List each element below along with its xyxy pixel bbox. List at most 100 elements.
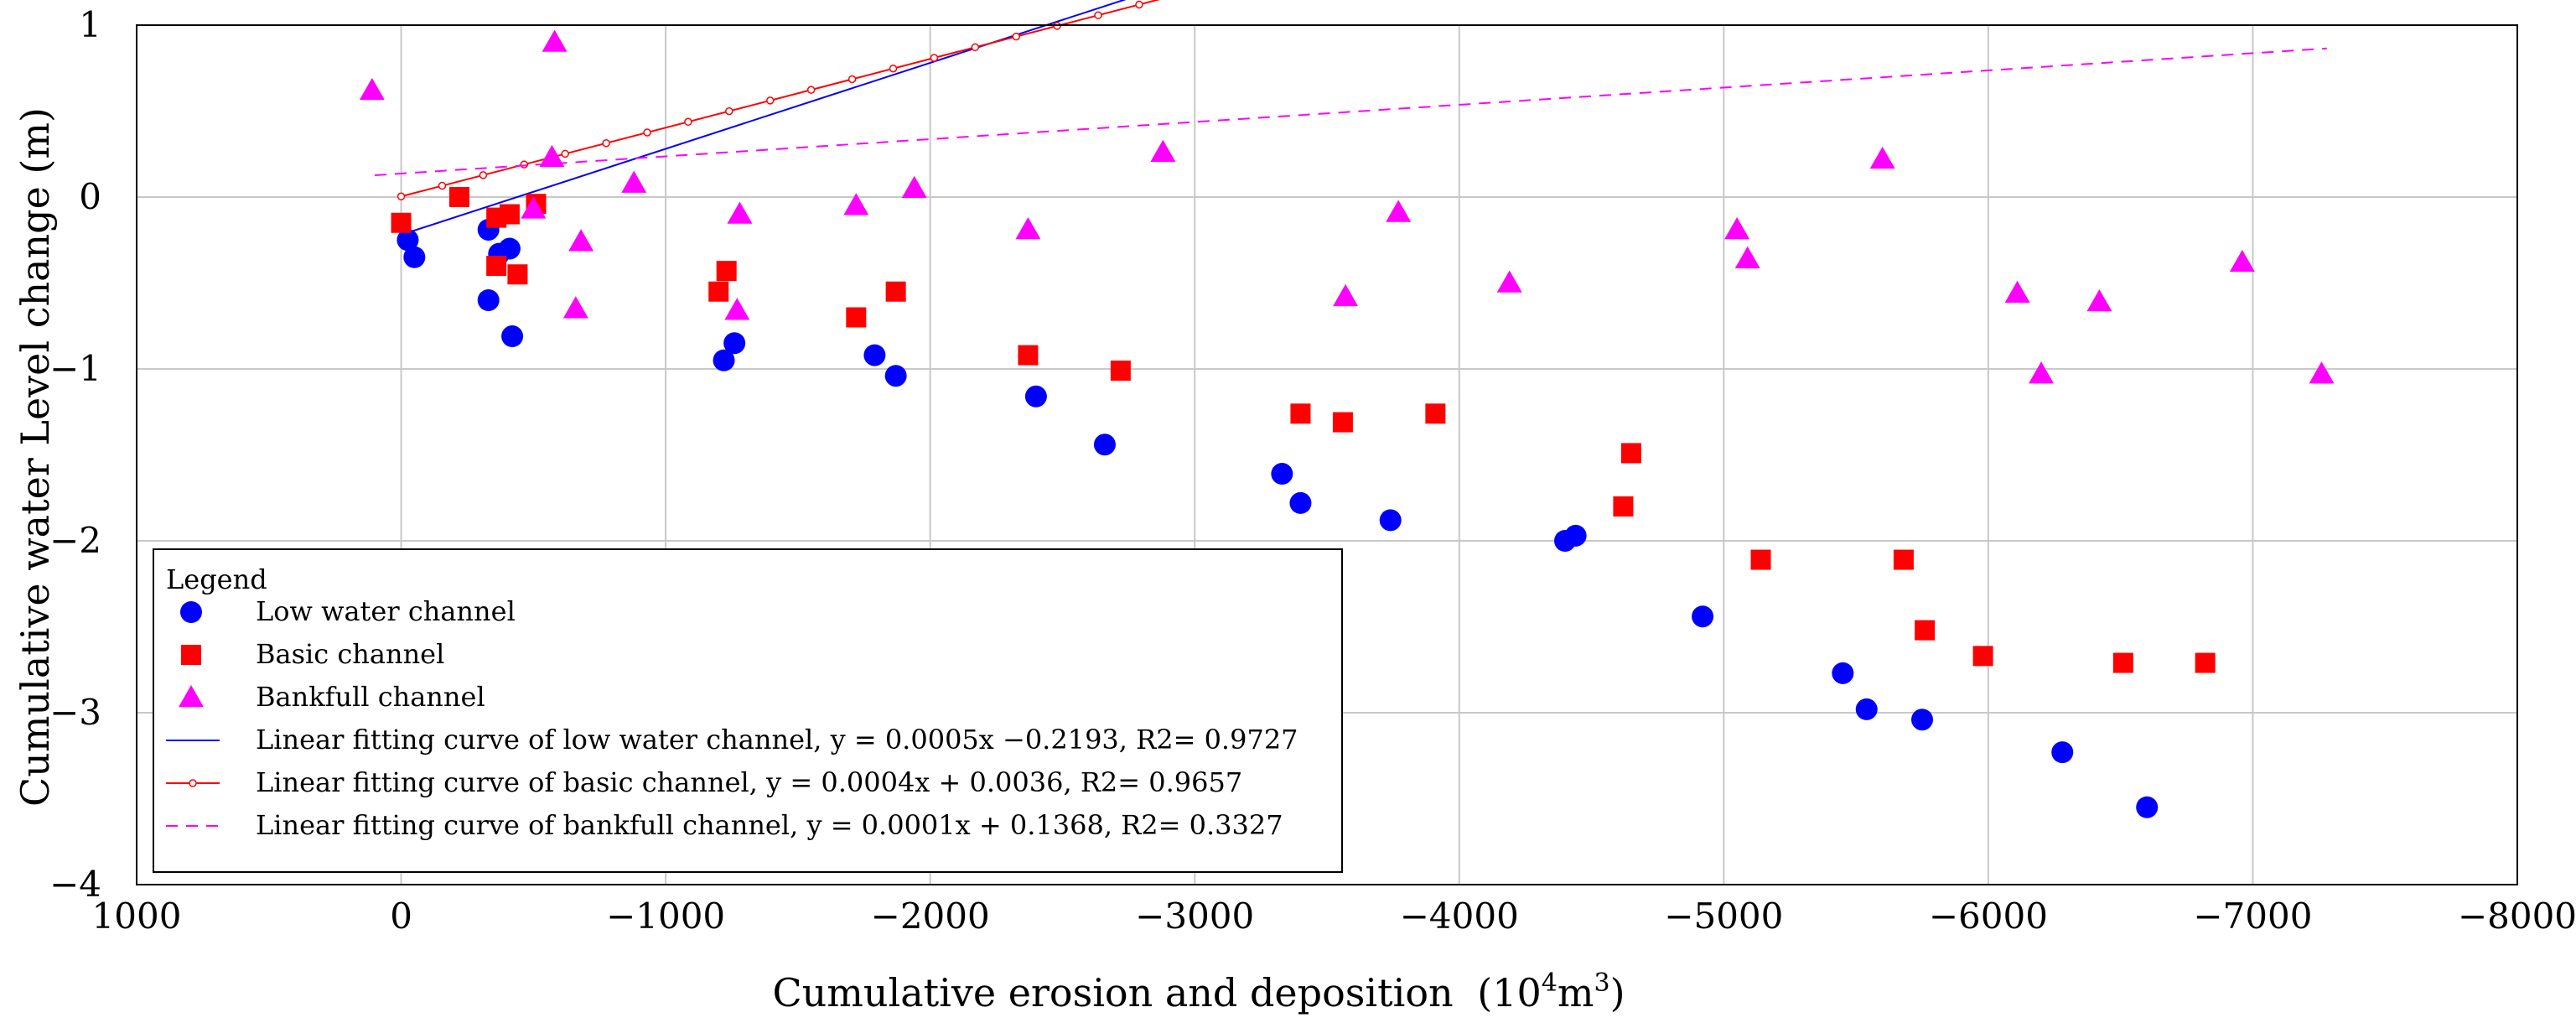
- data-points: [359, 29, 2335, 818]
- basic-channel-point: [2112, 652, 2133, 673]
- low-water-channel-point: [397, 229, 419, 252]
- low-water-channel-point: [1093, 434, 1116, 456]
- legend-label: Linear fitting curve of low water channe…: [256, 724, 1298, 755]
- low-water-channel-point: [403, 246, 426, 268]
- low-water-channel-point: [1692, 605, 1714, 628]
- bankfull-channel-point: [1150, 139, 1176, 162]
- fit-line-marker: [520, 160, 529, 169]
- legend-title: Legend: [166, 563, 267, 595]
- bankfull-channel-point: [2004, 280, 2030, 304]
- low-water-channel-point: [1855, 698, 1878, 720]
- legend-label: Linear fitting curve of bankfull channel…: [256, 809, 1283, 841]
- low-water-channel-point: [884, 365, 907, 387]
- x-tick-label: −2000: [871, 896, 990, 937]
- legend-label: Basic channel: [256, 638, 444, 670]
- basic-channel-point: [499, 204, 520, 225]
- low-water-channel-point: [498, 237, 521, 260]
- fit-line-marker: [971, 43, 980, 52]
- low-water-channel-point: [713, 349, 735, 371]
- bankfull-channel-point: [1333, 283, 1359, 307]
- fit-line-marker: [561, 149, 569, 158]
- y-tick-label: −1: [49, 348, 101, 389]
- basic-channel-point: [1613, 496, 1634, 517]
- low-water-channel-point: [1289, 491, 1312, 514]
- x-tick-label: −5000: [1664, 896, 1783, 937]
- bankfull-channel-point: [2086, 289, 2112, 312]
- y-tick-label: 1: [79, 4, 101, 45]
- x-tick-labels: 1000 0 −1000 −2000 −3000 −4000 −5000 −6000 −7000…: [92, 896, 2576, 937]
- x-tick-label: 1000: [92, 896, 182, 937]
- y-tick-label: 0: [79, 176, 101, 217]
- x-tick-label: −8000: [2458, 896, 2576, 937]
- bankfull-channel-point: [2029, 361, 2054, 384]
- low-water-channel-point: [1911, 709, 1933, 731]
- fit-line-marker: [438, 181, 447, 190]
- bankfull-channel-point: [562, 296, 588, 319]
- bankfull-channel-point: [1734, 246, 1760, 269]
- basic-channel-point: [1110, 361, 1131, 382]
- basic-channel-point: [1893, 549, 1914, 570]
- basic-channel-point: [486, 256, 507, 276]
- y-tick-labels: 1 0 −1 −2 −3 −4: [49, 4, 101, 905]
- plot-frame: [136, 24, 2518, 885]
- bankfull-channel-point: [1724, 216, 1750, 240]
- bankfull-channel-point: [359, 77, 385, 101]
- basic-channel-point: [1290, 403, 1311, 424]
- fit-line-marker: [766, 96, 775, 105]
- basic-channel-point: [885, 281, 906, 302]
- basic-channel-point: [846, 307, 867, 328]
- low-water-channel-point: [501, 325, 524, 348]
- x-axis-label-unit-m: m: [1558, 970, 1594, 1015]
- fit-line-marker: [1094, 11, 1102, 19]
- bankfull-channel-point: [568, 229, 594, 252]
- low-water-channel-point: [1832, 662, 1854, 684]
- fit-lines: [374, 0, 2327, 236]
- legend-symbol-square: [181, 645, 201, 665]
- legend: Legend Low water channel Basic channel Ban…: [153, 548, 1343, 873]
- low-water-channel-point: [723, 332, 746, 355]
- basic-channel-point: [507, 264, 528, 285]
- x-axis-label-unit-close: ): [1610, 970, 1625, 1015]
- fit-line-marker: [643, 128, 651, 137]
- x-tick-label: −1000: [606, 896, 725, 937]
- low-water-channel-point: [2136, 796, 2159, 818]
- bankfull-channel-point: [2309, 361, 2335, 384]
- low-water-channel-point: [1564, 524, 1587, 547]
- legend-symbol-triangle: [179, 685, 204, 708]
- low-water-channel-point: [1271, 463, 1293, 485]
- x-axis-label-unit-open: (10: [1477, 970, 1541, 1015]
- y-tick-label: −2: [49, 520, 101, 561]
- low-water-channel-point: [2051, 741, 2074, 764]
- basic-channel-point: [1972, 646, 1993, 667]
- x-tick-label: −4000: [1400, 896, 1519, 937]
- x-axis-label-text: Cumulative erosion and deposition: [772, 970, 1453, 1015]
- low-water-channel-point: [863, 344, 886, 366]
- low-water-channel-point: [477, 289, 500, 311]
- bankfull-channel-point: [901, 175, 927, 198]
- fit-line-2: [374, 47, 2327, 177]
- basic-channel-point: [1620, 443, 1641, 464]
- x-tick-label: −3000: [1135, 896, 1254, 937]
- basic-channel-point: [391, 212, 412, 233]
- bankfull-channel-point: [843, 193, 869, 215]
- fit-line-marker: [806, 86, 816, 94]
- fit-line-marker: [930, 54, 939, 62]
- bankfull-channel-point: [521, 196, 547, 219]
- legend-label: Linear fitting curve of basic channel, y…: [256, 766, 1242, 798]
- bankfull-channel-point: [2229, 249, 2255, 273]
- low-water-channel-point: [1024, 385, 1047, 408]
- basic-channel-point: [716, 261, 737, 282]
- x-axis-label: Cumulative erosion and deposition (104m3…: [772, 968, 1625, 1015]
- y-tick-label: −3: [49, 692, 101, 733]
- legend-symbol-circle: [180, 601, 202, 623]
- legend-items: Low water channel Basic channel Bankfull c…: [166, 595, 1298, 841]
- fit-line-marker: [1135, 0, 1143, 9]
- basic-channel-point: [1332, 412, 1353, 433]
- bankfull-channel-point: [542, 29, 568, 52]
- x-tick-label: −7000: [2193, 896, 2312, 937]
- fit-line-marker: [602, 138, 610, 148]
- low-water-channel-point: [1379, 509, 1402, 532]
- basic-channel-point: [1915, 620, 1936, 641]
